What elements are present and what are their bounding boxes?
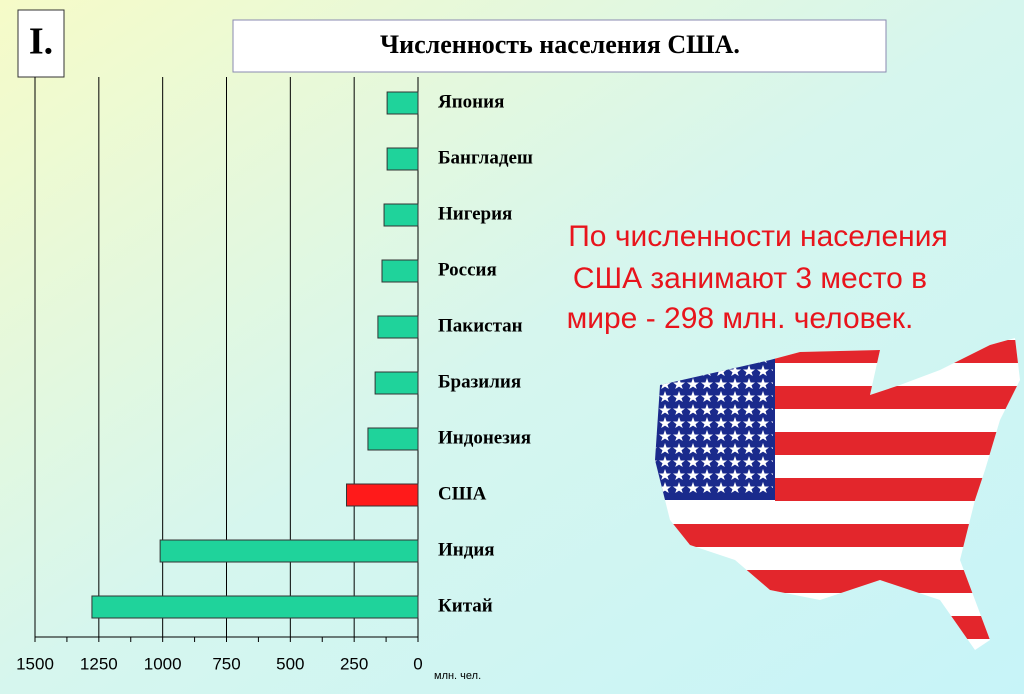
y-tick-label: Бангладеш (438, 147, 533, 168)
note-line: США занимают 3 место в (573, 262, 927, 295)
y-tick-label: Бразилия (438, 371, 521, 392)
bar (386, 91, 419, 115)
flag-stripe (775, 478, 1020, 501)
bar (159, 539, 419, 563)
y-tick-label: Индонезия (438, 427, 531, 448)
y-tick-label: Япония (438, 91, 504, 112)
bar (374, 371, 419, 395)
y-tick-label: США (438, 483, 487, 504)
note: По численности населения США занимают 3 … (567, 220, 948, 335)
y-tick-label: Индия (438, 539, 495, 560)
y-tick-label: Китай (438, 595, 493, 616)
x-tick-label: 1000 (144, 654, 182, 673)
flag-stripe (655, 524, 1020, 547)
chart-title: Численность населения США. (380, 30, 740, 59)
note-line: мире - 298 млн. человек. (567, 302, 914, 335)
flag-stripe (775, 386, 1020, 409)
x-tick-label: 1500 (16, 654, 54, 673)
x-tick-label: 750 (212, 654, 240, 673)
title-box (232, 19, 887, 73)
x-tick-label: 250 (340, 654, 368, 673)
bar (377, 315, 419, 339)
x-tick-label: 0 (413, 654, 422, 673)
bar (386, 147, 419, 171)
flag-stripe (775, 432, 1020, 455)
y-tick-label: Пакистан (438, 315, 523, 336)
slide-number-box (17, 9, 65, 78)
x-tick-label: 1250 (80, 654, 118, 673)
y-tick-label: Россия (438, 259, 497, 280)
x-tick-label: 500 (276, 654, 304, 673)
bar (381, 259, 419, 283)
y-tick-label: Нигерия (438, 203, 512, 224)
note-line: По численности населения (568, 220, 948, 253)
x-axis-label: млн. чел. (434, 670, 481, 682)
bar (367, 427, 419, 451)
chart: 0 250 500 750 1000 1250 1500 млн. чел. Япония Бан… (16, 77, 533, 682)
bar (91, 595, 419, 619)
slide-number: I. (29, 21, 53, 63)
bar (383, 203, 419, 227)
bar (346, 483, 419, 507)
